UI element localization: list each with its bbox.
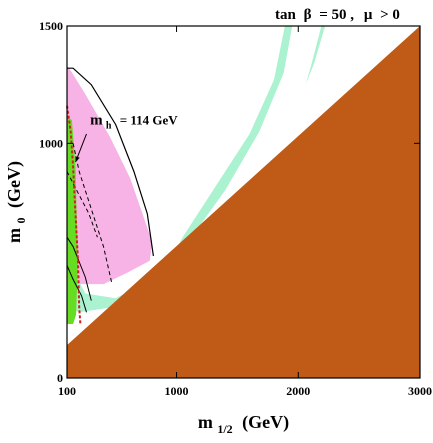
higgs-annotation-arrowhead — [75, 156, 80, 163]
title-tan: tan — [275, 7, 296, 23]
mh-subscript: h — [106, 121, 112, 132]
x-axis-title: m 1/2 (GeV) — [198, 412, 289, 437]
y-axis-symbol: m — [4, 228, 24, 243]
title-beta-value: = 50 , — [319, 7, 354, 23]
y-tick-label: 0 — [57, 371, 63, 385]
higgs-mass-line — [66, 105, 82, 325]
g-minus-2-outer-contour — [67, 67, 154, 257]
plot-frame — [66, 25, 421, 379]
x-tick-label: 2000 — [286, 384, 310, 398]
chart-regions — [67, 26, 420, 378]
x-axis-symbol: m — [198, 412, 213, 432]
axis-tick-labels: 100 1000 2000 3000 0 1000 1500 — [39, 19, 432, 398]
x-tick-label: 3000 — [408, 384, 432, 398]
stau-lsp-excluded-region — [67, 26, 420, 378]
x-tick-label: 100 — [58, 384, 76, 398]
y-tick-label: 1500 — [39, 19, 63, 33]
x-axis-subscript: 1/2 — [217, 422, 232, 436]
mh-symbol: m — [90, 113, 103, 129]
chart-title: tan β = 50 , μ > 0 — [275, 7, 400, 23]
mh-value: = 114 GeV — [120, 113, 179, 128]
cosmology-band-upper — [177, 26, 293, 247]
chart-contours — [66, 67, 154, 325]
higgs-mass-annotation: m h = 114 GeV — [90, 113, 178, 132]
x-axis-unit: (GeV) — [242, 412, 289, 433]
y-tick-label: 1000 — [39, 136, 63, 150]
y-axis-unit: (GeV) — [4, 161, 25, 208]
title-beta: β — [304, 7, 312, 23]
cosmology-band-lower — [305, 26, 326, 85]
g-minus-2-region — [67, 65, 153, 285]
x-tick-label: 1000 — [165, 384, 189, 398]
axis-ticks — [66, 25, 421, 379]
inner-contour-b — [66, 265, 87, 313]
inner-contour-a — [66, 236, 92, 301]
inner-dashed-contour — [66, 171, 98, 238]
y-axis-subscript: 0 — [14, 217, 28, 223]
g-minus-2-inner-dashed-contour — [72, 143, 113, 285]
title-mu: μ — [364, 7, 373, 23]
title-mu-cond: > 0 — [380, 7, 400, 23]
y-axis-title: m 0 (GeV) — [4, 161, 29, 243]
